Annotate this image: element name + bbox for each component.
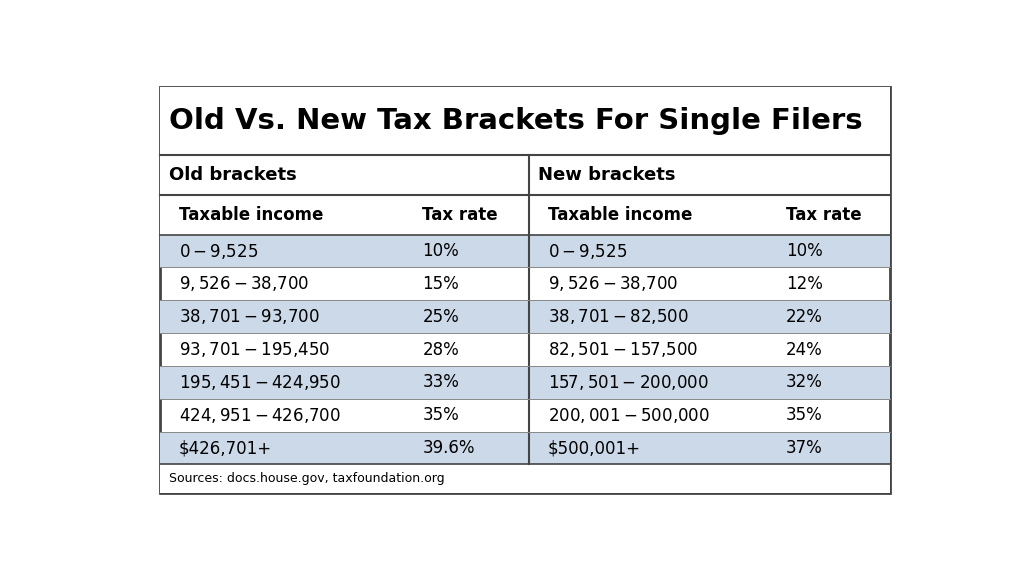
Text: 35%: 35%: [786, 406, 823, 424]
Text: 10%: 10%: [786, 242, 823, 260]
FancyBboxPatch shape: [160, 195, 890, 235]
Text: $195,451-$424,950: $195,451-$424,950: [179, 373, 341, 392]
Text: Sources: docs.house.gov, taxfoundation.org: Sources: docs.house.gov, taxfoundation.o…: [169, 472, 444, 485]
FancyBboxPatch shape: [160, 464, 890, 493]
Text: $38,701-$93,700: $38,701-$93,700: [179, 307, 319, 326]
FancyBboxPatch shape: [160, 87, 890, 493]
Text: 25%: 25%: [422, 308, 459, 325]
Text: $426,701+: $426,701+: [179, 439, 272, 457]
FancyBboxPatch shape: [160, 155, 890, 195]
Text: 35%: 35%: [422, 406, 459, 424]
Text: $500,001+: $500,001+: [548, 439, 641, 457]
Text: $157,501-$200,000: $157,501-$200,000: [548, 373, 709, 392]
Text: 28%: 28%: [422, 340, 459, 359]
Text: 10%: 10%: [422, 242, 459, 260]
Text: Old brackets: Old brackets: [169, 166, 297, 184]
FancyBboxPatch shape: [160, 235, 890, 267]
Text: 39.6%: 39.6%: [422, 439, 475, 457]
Text: 32%: 32%: [786, 373, 823, 391]
Text: $9,526-$38,700: $9,526-$38,700: [548, 274, 678, 293]
Text: $93,701-$195,450: $93,701-$195,450: [179, 340, 330, 359]
Text: $200,001-$500,000: $200,001-$500,000: [548, 406, 710, 425]
Text: Tax rate: Tax rate: [786, 205, 862, 224]
FancyBboxPatch shape: [160, 366, 890, 399]
Text: Old Vs. New Tax Brackets For Single Filers: Old Vs. New Tax Brackets For Single File…: [169, 107, 863, 135]
Text: 12%: 12%: [786, 275, 823, 293]
Text: Tax rate: Tax rate: [422, 205, 498, 224]
Text: 22%: 22%: [786, 308, 823, 325]
Text: $0-$9,525: $0-$9,525: [179, 242, 258, 261]
Text: Taxable income: Taxable income: [548, 205, 692, 224]
FancyBboxPatch shape: [160, 432, 890, 464]
Text: $9,526-$38,700: $9,526-$38,700: [179, 274, 309, 293]
Text: $82,501-$157,500: $82,501-$157,500: [548, 340, 698, 359]
Text: $38,701-$82,500: $38,701-$82,500: [548, 307, 689, 326]
Text: 24%: 24%: [786, 340, 823, 359]
Text: 37%: 37%: [786, 439, 823, 457]
Text: New brackets: New brackets: [539, 166, 676, 184]
Text: 15%: 15%: [422, 275, 459, 293]
Text: Taxable income: Taxable income: [179, 205, 324, 224]
FancyBboxPatch shape: [160, 87, 890, 155]
Text: 33%: 33%: [422, 373, 459, 391]
Text: $424,951-$426,700: $424,951-$426,700: [179, 406, 341, 425]
FancyBboxPatch shape: [160, 300, 890, 333]
Text: $0-$9,525: $0-$9,525: [548, 242, 627, 261]
